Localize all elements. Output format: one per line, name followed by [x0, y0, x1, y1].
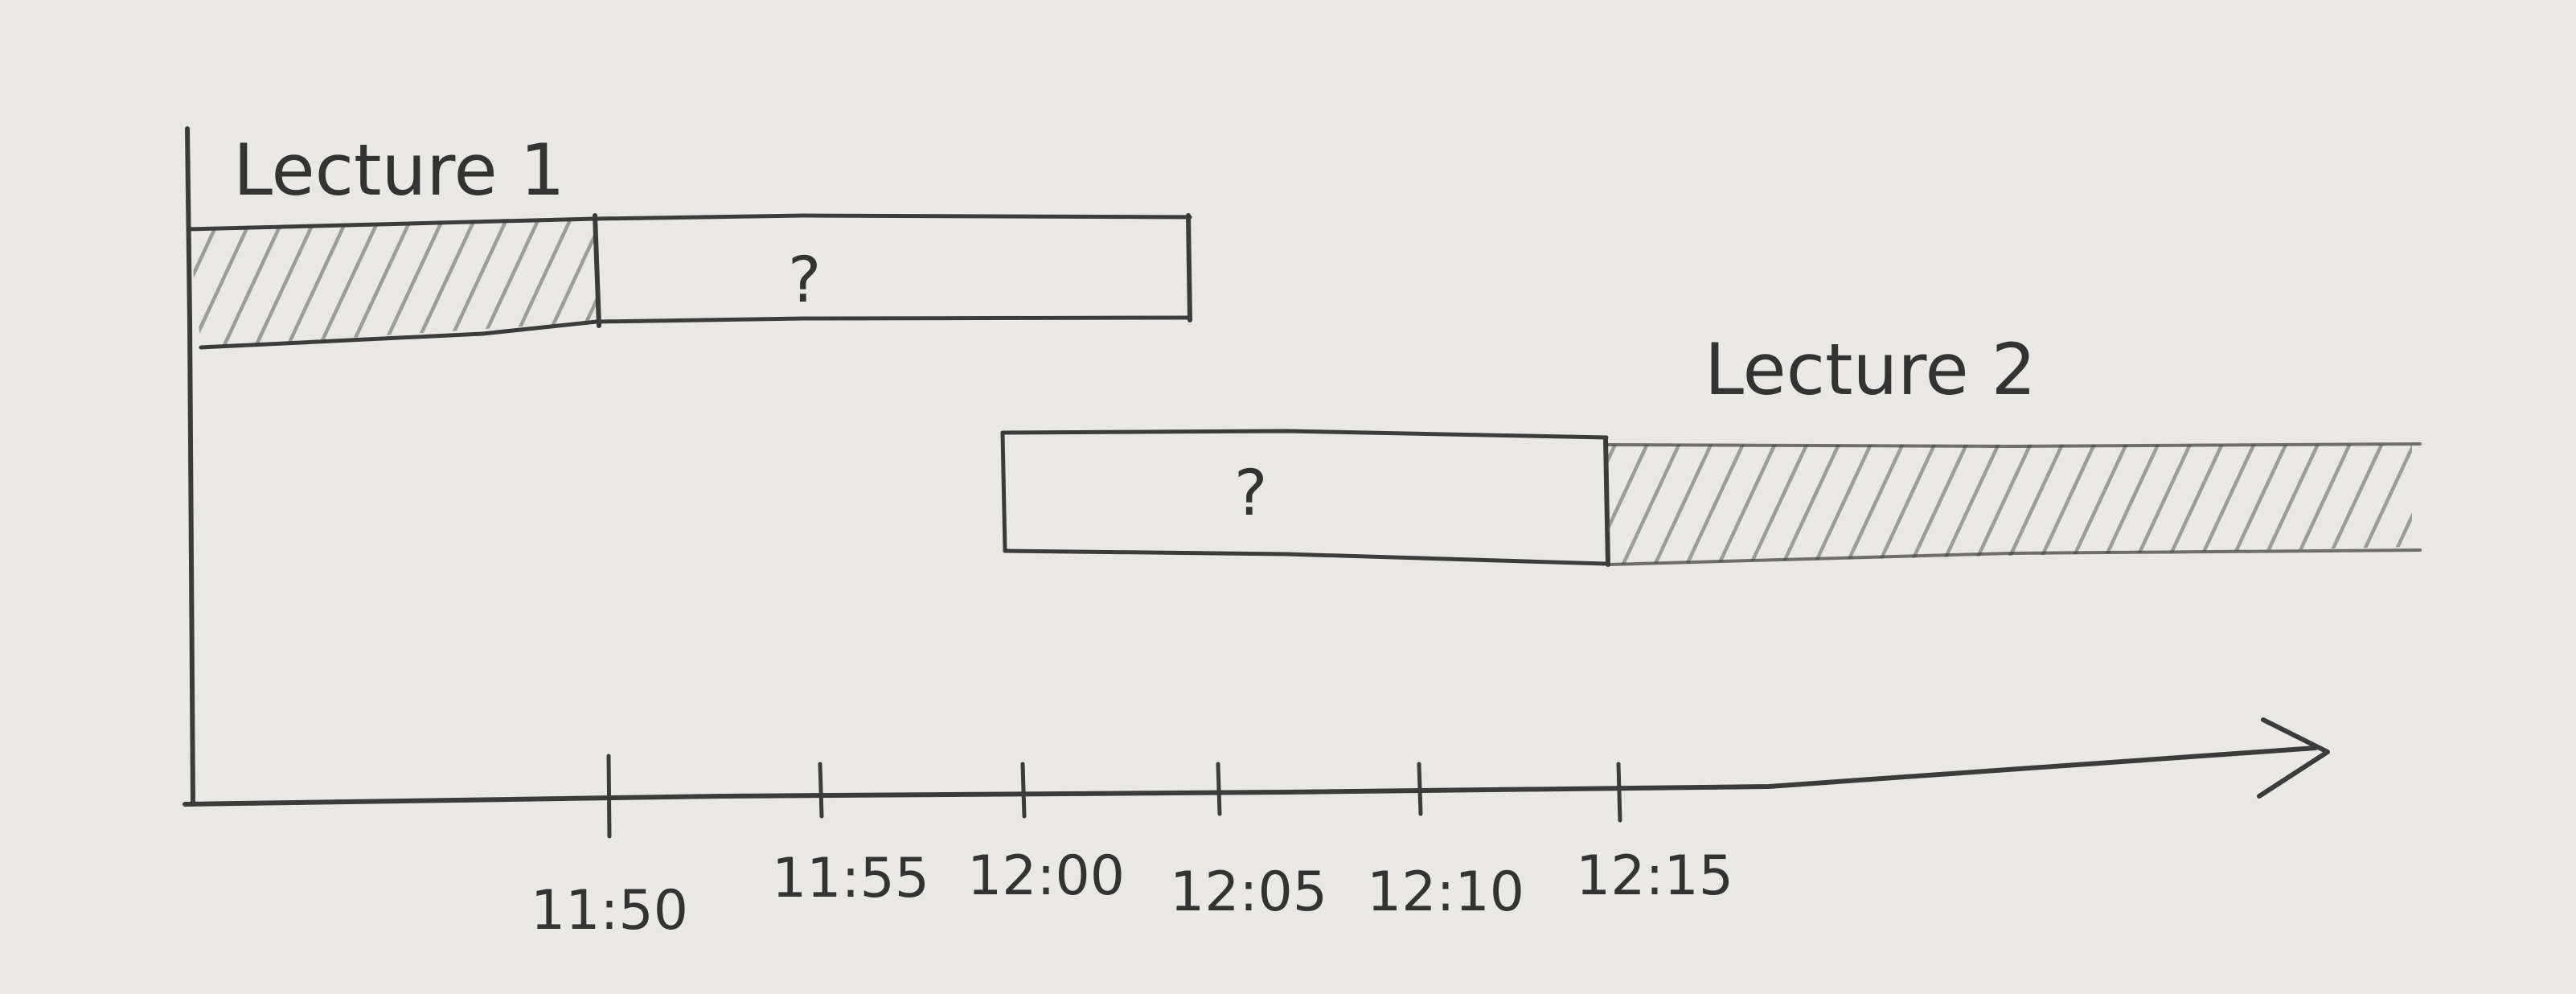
x-axis-arrowhead	[2259, 720, 2328, 796]
lecture-2-known-segment	[1608, 445, 2412, 565]
tick-label-1155: 11:55	[772, 847, 929, 910]
lecture-1-unknown-segment: ?	[597, 216, 1190, 322]
lecture-2-bar: Lecture 2 ?	[1003, 328, 2420, 565]
tick-1200	[1023, 764, 1024, 816]
tick-1215	[1618, 764, 1620, 820]
lecture-1-question-mark: ?	[788, 244, 821, 317]
tick-label-1205: 12:05	[1170, 861, 1327, 924]
lecture-2-label: Lecture 2	[1704, 328, 2037, 411]
tick-label-1215: 12:15	[1576, 844, 1733, 908]
lecture-2-unknown-segment: ?	[1003, 431, 1606, 564]
tick-label-1200: 12:00	[967, 844, 1125, 908]
lecture-1-label: Lecture 1	[233, 129, 565, 212]
lecture-2-divider	[1606, 438, 1608, 565]
tick-label-1210: 12:10	[1367, 861, 1524, 924]
tick-1205	[1218, 764, 1220, 814]
tick-1210	[1419, 764, 1421, 814]
lecture-1-bar: Lecture 1 ?	[189, 129, 1190, 347]
lecture-2-question-mark: ?	[1234, 458, 1267, 530]
tick-label-1150: 11:50	[531, 879, 688, 943]
axis-tick-labels: 11:50 11:55 12:00 12:05 12:10 12:15	[531, 844, 1733, 943]
tick-1155	[820, 764, 822, 816]
x-axis	[185, 720, 2328, 804]
